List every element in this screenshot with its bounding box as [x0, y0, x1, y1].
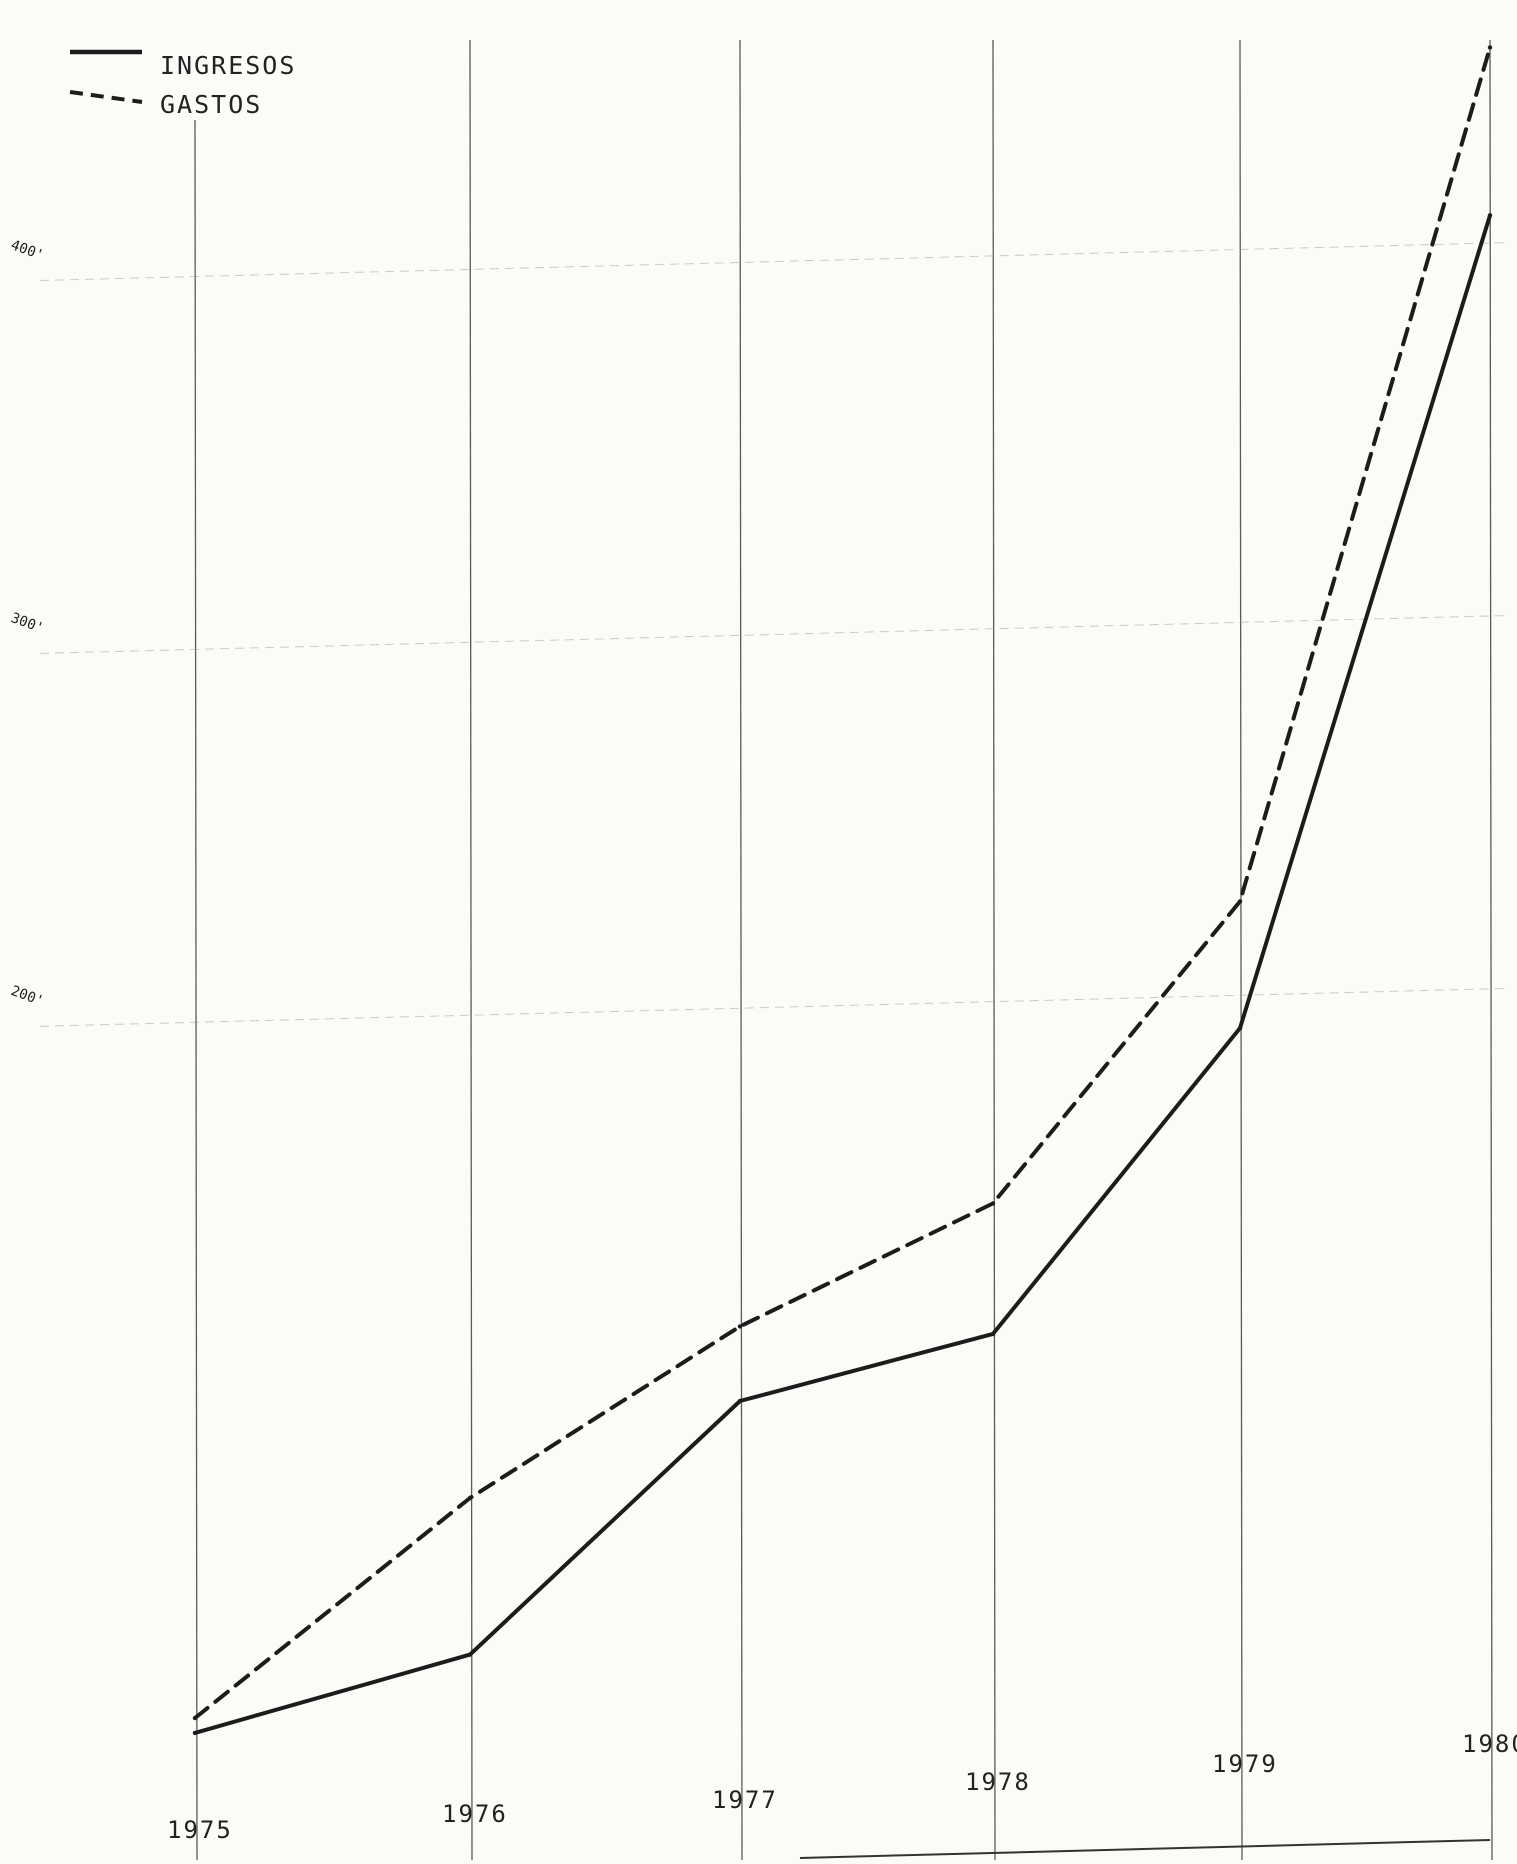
- x-tick-label-1979: 1979: [1212, 1750, 1278, 1778]
- y-tick-label: 400': [9, 237, 46, 264]
- legend-swatch-gastos: [69, 90, 143, 104]
- gridline-horizontal-400: [39, 242, 1511, 282]
- y-axis-ticks: 400' 300' 200': [9, 237, 46, 1009]
- legend: INGRESOS GASTOS: [69, 49, 296, 119]
- gridline-vertical-1980: [1489, 39, 1493, 1861]
- x-axis-ticks: 1975 1976 1977 1978 1979 1980: [167, 1730, 1517, 1844]
- y-tick-label: 300': [9, 610, 46, 637]
- data-point-gastos-1978: [990, 1201, 996, 1206]
- y-tick-label: 200': [9, 983, 46, 1010]
- data-point-gastos-1977: [737, 1324, 743, 1329]
- gridline-vertical-1977: [739, 39, 743, 1861]
- gridline-vertical-1979: [1239, 39, 1243, 1861]
- x-tick-label-1978: 1978: [965, 1768, 1031, 1796]
- x-tick-label-1976: 1976: [442, 1800, 508, 1828]
- grid: [39, 39, 1511, 1861]
- data-point-gastos-1975: [192, 1715, 198, 1721]
- data-point-gastos-1976: [467, 1495, 473, 1501]
- data-point-ingresos-1978: [990, 1331, 996, 1337]
- gridline-vertical-1975: [194, 119, 198, 1861]
- gridline-horizontal-300: [39, 614, 1511, 654]
- data-point-gastos-1980: [1487, 45, 1493, 50]
- data-point-ingresos-1976: [467, 1652, 473, 1657]
- data-point-ingresos-1975: [192, 1730, 198, 1736]
- x-axis-baseline: [799, 1839, 1491, 1859]
- data-point-ingresos-1980: [1487, 213, 1493, 218]
- x-tick-label-1977: 1977: [712, 1786, 778, 1814]
- legend-label-gastos: GASTOS: [160, 90, 262, 119]
- gridline-vertical-1976: [469, 39, 473, 1861]
- x-tick-label-1980: 1980: [1462, 1730, 1517, 1758]
- series-line-ingresos: [193, 213, 1492, 1735]
- x-tick-label-1975: 1975: [167, 1816, 233, 1844]
- data-point-ingresos-1979: [1237, 1025, 1243, 1031]
- gridline-vertical-1978: [992, 39, 996, 1861]
- legend-label-ingresos: INGRESOS: [160, 51, 296, 80]
- series-line-gastos: [193, 45, 1492, 1720]
- gridline-horizontal-200: [39, 987, 1511, 1027]
- series-lines: [192, 45, 1493, 1736]
- data-point-ingresos-1977: [737, 1398, 743, 1404]
- data-point-gastos-1979: [1237, 899, 1243, 904]
